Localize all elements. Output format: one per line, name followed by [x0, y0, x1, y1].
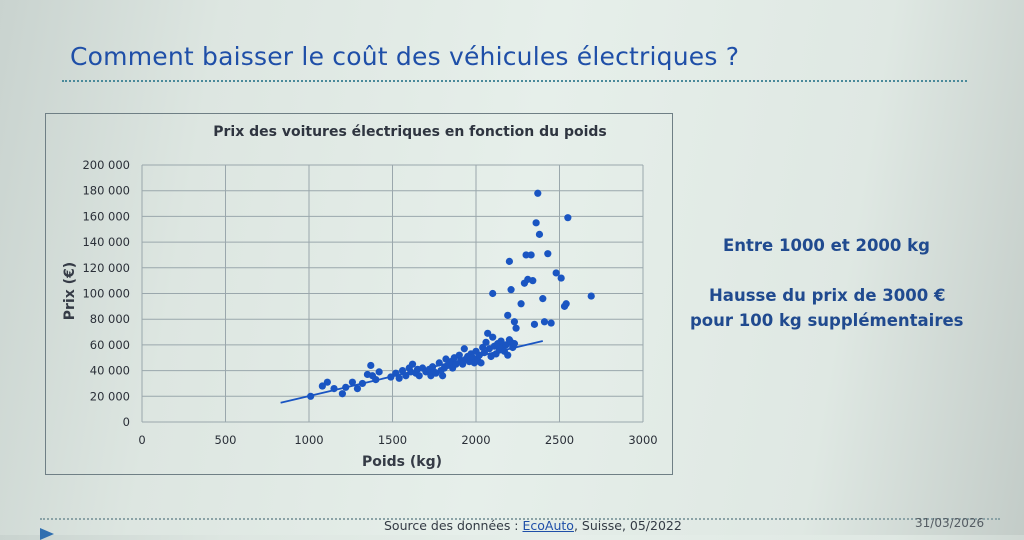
note-price-increase: Hausse du prix de 3000 €	[709, 286, 946, 305]
data-point	[547, 319, 555, 327]
data-point	[527, 251, 535, 259]
x-tick-label: 0	[138, 433, 145, 447]
data-point	[522, 251, 530, 259]
data-point	[539, 295, 547, 303]
data-point	[564, 214, 572, 222]
chart-frame: Prix des voitures électriques en fonctio…	[45, 113, 673, 475]
y-tick-label: 180 000	[82, 184, 130, 198]
y-tick-label: 200 000	[82, 158, 130, 172]
y-tick-label: 60 000	[90, 338, 130, 352]
data-point	[562, 300, 570, 308]
note-per-100kg: pour 100 kg supplémentaires	[690, 311, 964, 330]
y-tick-label: 20 000	[90, 389, 130, 403]
y-tick-label: 0	[123, 415, 130, 429]
x-axis-ticks: 0 500 1000 1500 2000 2500 3000	[138, 433, 657, 447]
data-point	[435, 359, 443, 367]
data-point	[504, 311, 512, 319]
y-tick-label: 120 000	[82, 261, 130, 275]
y-tick-label: 140 000	[82, 235, 130, 249]
data-point	[307, 392, 315, 400]
x-tick-label: 2000	[461, 433, 490, 447]
data-point	[398, 367, 407, 375]
data-point	[459, 360, 467, 368]
data-point	[489, 333, 497, 341]
data-point	[477, 359, 485, 367]
data-point	[552, 269, 560, 277]
data-point	[375, 368, 383, 376]
y-axis-ticks: 0 20 000 40 000 60 000 80 000 100 000 120 000 1…	[82, 158, 130, 429]
footer-source: Source des données : EcoAuto, Suisse, 05…	[384, 518, 682, 533]
data-point	[323, 378, 331, 386]
data-point	[497, 337, 505, 345]
data-point	[489, 289, 497, 298]
y-tick-label: 160 000	[82, 209, 130, 223]
data-point	[557, 274, 565, 282]
data-point	[480, 349, 488, 357]
x-tick-label: 500	[215, 433, 237, 447]
y-axis-title: Prix (€)	[62, 262, 78, 320]
footer-divider	[40, 518, 1000, 520]
data-point	[338, 390, 346, 398]
data-point	[372, 375, 380, 384]
data-point	[505, 257, 513, 265]
footer-date: 31/03/2026	[915, 516, 985, 530]
title-divider	[62, 80, 967, 82]
source-link[interactable]: EcoAuto	[522, 518, 574, 533]
source-suffix: , Suisse, 05/2022	[573, 518, 682, 533]
scatter-chart: Prix des voitures électriques en fonctio…	[62, 124, 658, 470]
data-points	[307, 189, 595, 400]
data-point	[512, 324, 520, 332]
data-point	[587, 292, 595, 300]
x-tick-label: 1000	[294, 433, 323, 447]
y-tick-label: 100 000	[82, 287, 130, 301]
data-point	[358, 379, 367, 388]
data-point	[353, 384, 362, 393]
data-point	[532, 219, 540, 227]
data-point	[460, 345, 468, 353]
slide-title: Comment baisser le coût des véhicules él…	[70, 42, 740, 71]
data-point	[452, 360, 460, 368]
y-tick-label: 80 000	[90, 312, 130, 326]
data-point	[318, 382, 326, 390]
data-point	[387, 373, 395, 381]
data-point	[408, 360, 417, 368]
data-point	[484, 329, 492, 337]
x-tick-label: 3000	[628, 433, 657, 447]
data-point	[535, 230, 544, 238]
source-prefix: Source des données :	[384, 518, 523, 533]
data-point	[504, 351, 512, 359]
data-point	[517, 300, 525, 308]
data-point	[395, 374, 403, 382]
data-point	[530, 320, 539, 328]
x-tick-label: 2500	[545, 433, 574, 447]
nav-arrow-icon[interactable]	[40, 528, 54, 540]
data-point	[342, 383, 350, 391]
data-point	[348, 378, 357, 386]
data-point	[534, 189, 542, 197]
data-point	[415, 372, 423, 380]
data-point	[330, 384, 338, 393]
data-point	[510, 318, 519, 326]
data-point	[529, 277, 537, 285]
data-point	[507, 286, 515, 294]
data-point	[367, 361, 375, 370]
note-weight-range: Entre 1000 et 2000 kg	[723, 236, 930, 255]
data-point	[540, 318, 549, 326]
chart-title: Prix des voitures électriques en fonctio…	[213, 124, 607, 140]
data-point	[510, 340, 519, 348]
data-point	[402, 372, 410, 380]
x-tick-label: 1500	[378, 433, 407, 447]
data-point	[392, 369, 400, 377]
chart-grid	[141, 164, 644, 423]
y-tick-label: 40 000	[90, 364, 130, 378]
data-point	[439, 372, 447, 380]
data-point	[482, 338, 490, 346]
data-point	[544, 250, 552, 258]
x-axis-title: Poids (kg)	[362, 454, 442, 470]
